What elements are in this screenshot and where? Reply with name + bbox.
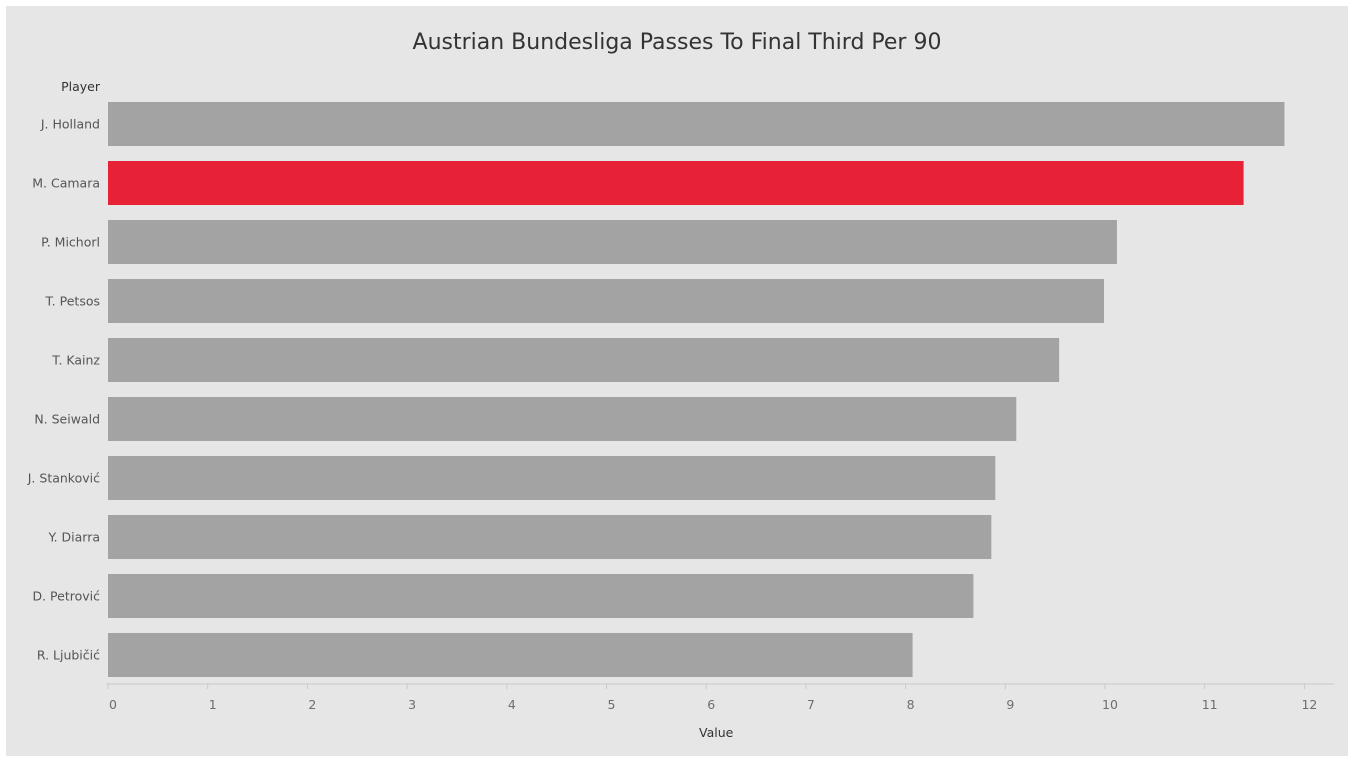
bar-3[interactable] xyxy=(108,220,1117,264)
x-tick-label: 8 xyxy=(907,697,915,712)
bar-7[interactable] xyxy=(108,456,996,500)
x-tick-label: 5 xyxy=(608,697,616,712)
x-tick-label: 6 xyxy=(707,697,715,712)
category-label: T. Petsos xyxy=(45,294,100,309)
category-label: R. Ljubičić xyxy=(37,648,100,663)
category-label: J. Stanković xyxy=(27,471,100,486)
bar-4[interactable] xyxy=(108,279,1105,323)
x-tick-label: 9 xyxy=(1006,697,1014,712)
x-tick-label: 3 xyxy=(408,697,416,712)
category-label: D. Petrović xyxy=(32,589,100,604)
category-label: T. Kainz xyxy=(51,353,100,368)
bar-9[interactable] xyxy=(108,574,974,618)
x-tick-label: 7 xyxy=(807,697,815,712)
category-label: J. Holland xyxy=(40,117,100,132)
bar-5[interactable] xyxy=(108,338,1060,382)
chart-title: Austrian Bundesliga Passes To Final Thir… xyxy=(412,30,942,55)
category-label: M. Camara xyxy=(32,176,100,191)
x-tick-label: 4 xyxy=(508,697,516,712)
bar-2[interactable] xyxy=(108,161,1244,205)
x-tick-label: 12 xyxy=(1301,697,1317,712)
x-tick-label: 11 xyxy=(1202,697,1218,712)
category-label: N. Seiwald xyxy=(34,412,100,427)
x-tick-label: 0 xyxy=(109,697,117,712)
x-axis-title: Value xyxy=(699,725,734,740)
bar-10[interactable] xyxy=(108,633,913,677)
x-tick-label: 10 xyxy=(1102,697,1118,712)
x-tick-label: 2 xyxy=(308,697,316,712)
category-label: Y. Diarra xyxy=(47,530,100,545)
category-axis-title: Player xyxy=(61,79,101,94)
bar-8[interactable] xyxy=(108,515,992,559)
bar-6[interactable] xyxy=(108,397,1017,441)
bar-1[interactable] xyxy=(108,102,1285,146)
x-tick-label: 1 xyxy=(209,697,217,712)
category-label: P. Michorl xyxy=(41,235,100,250)
